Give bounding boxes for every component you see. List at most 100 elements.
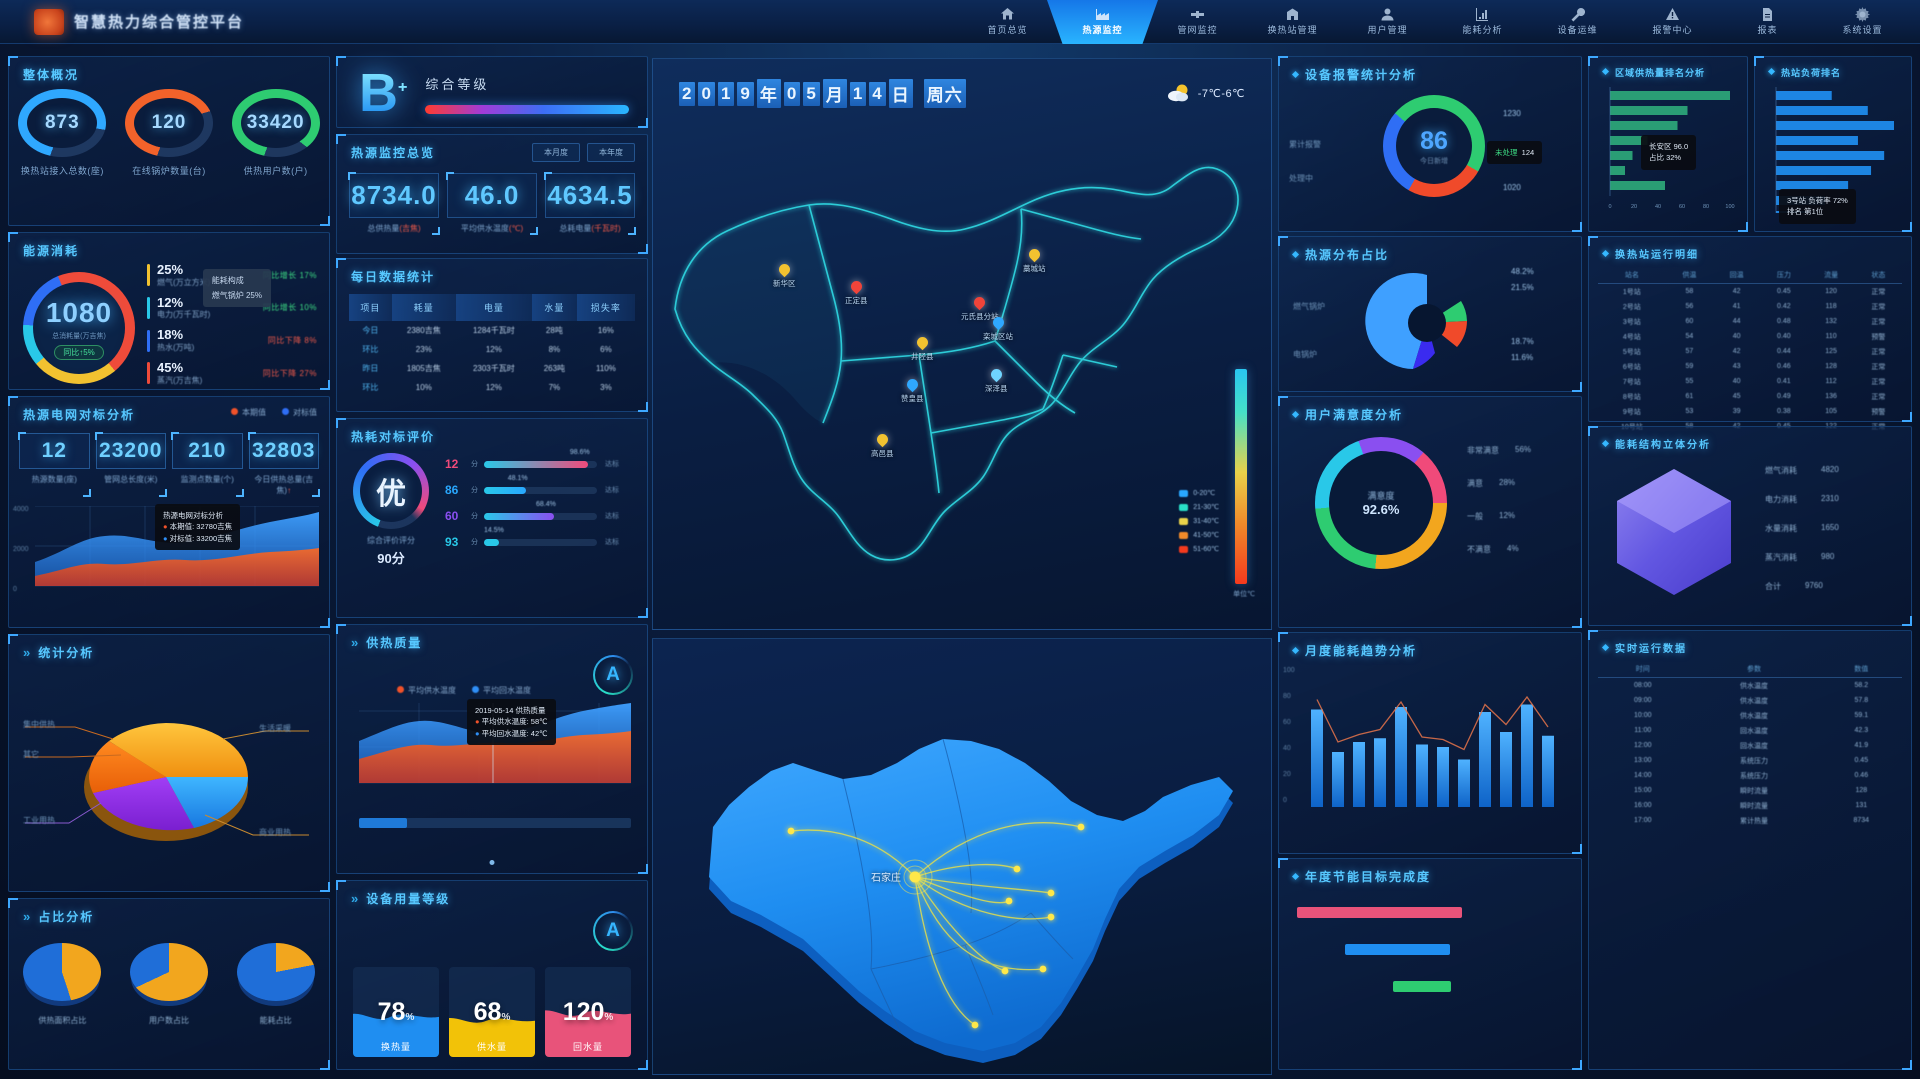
main-map-panel[interactable]: 2 0 1 9 年 0 5 月 1 4 日周六 -7℃-6℃ [652, 58, 1272, 630]
map-poi-2[interactable]: 井陉县 [911, 334, 934, 362]
wrench-icon [1571, 7, 1585, 22]
nav-item-8[interactable]: 报表 [1720, 0, 1815, 44]
table-cell: 7号站 [1622, 378, 1641, 386]
monthly-chart-wrap: 100 80 60 40 20 0 [1283, 667, 1571, 828]
supply-scrollbar-thumb[interactable] [359, 818, 407, 828]
score-bar-row-3: 93 分 14.5% 达标 [445, 527, 633, 550]
scale-legend-item-3: 41-50℃ [1179, 531, 1219, 539]
table-row: 8号站 61 45 0.49 136 正常 [1598, 389, 1902, 404]
ytick-2: 0 [13, 586, 17, 593]
overview-metric-row: 8734.0 总供热量(吉焦) 46.0 平均供水温度(℃) 4634.5 总耗电量(千瓦… [337, 173, 647, 234]
hbar-xtick: 100 [1725, 204, 1734, 210]
nav-item-9[interactable]: 系统设置 [1815, 0, 1910, 44]
table-cell: 正常 [1871, 318, 1886, 326]
panel-title-monthly: 月度能耗趋势分析 [1279, 633, 1581, 659]
pie3d-leader-2: 集中供热 [23, 720, 55, 729]
score-bar-track: 48.1% [484, 475, 597, 494]
table-cell: 53 [1685, 408, 1694, 415]
goal-bar-1 [1345, 944, 1563, 955]
monthly-bar [1353, 742, 1365, 807]
map-poi-3[interactable]: 元氏县分站 [961, 294, 999, 322]
nav-item-6[interactable]: 设备运维 [1530, 0, 1625, 44]
goal-bar-0 [1297, 907, 1563, 918]
goal-bar-fill [1393, 981, 1451, 992]
nav-item-7[interactable]: 报警中心 [1625, 0, 1720, 44]
alarm-label-1: 处理中 [1289, 174, 1313, 183]
map-poi-5[interactable]: 藁城站 [1023, 246, 1046, 274]
table-cell: 9号站 [1622, 408, 1641, 416]
table-cell: 40 [1732, 333, 1741, 340]
overview-tab-0[interactable]: 本月度 [532, 143, 580, 162]
table-cell: 57.8 [1854, 697, 1869, 704]
monthly-bar [1374, 738, 1386, 807]
table-cell: 6% [600, 345, 612, 354]
map-poi-8[interactable]: 深泽县 [985, 366, 1008, 394]
supply-scrollbar[interactable] [359, 818, 631, 828]
date-weekday: 周六 [923, 79, 966, 108]
satisfaction-row-1: 满意 28% [1467, 478, 1531, 489]
hbar [1610, 91, 1730, 100]
legend-text: 18% 热水(万吨) [157, 328, 194, 353]
map-poi-1[interactable]: 正定县 [845, 278, 868, 306]
heat-label-1: 电锅炉 [1293, 350, 1317, 359]
map-poi-6[interactable]: 赞皇县 [901, 376, 924, 404]
date-char-9: 4 [869, 81, 886, 106]
col-1: 供温 [1665, 267, 1713, 284]
device-card-value: 78% [377, 997, 415, 1026]
table-header-row: 项目 耗量 电量 水量 损失率 [349, 294, 635, 321]
flow-map-center-label: 石家庄 [871, 873, 901, 884]
nav-item-label: 报表 [1757, 25, 1778, 35]
scale-legend-item-0: 0-20℃ [1179, 489, 1219, 497]
score-bar-track: 68.4% [484, 501, 597, 520]
legend-text: 45% 蒸汽(万吉焦) [157, 361, 202, 386]
map-poi-4[interactable]: 栾城区站 [983, 314, 1013, 342]
energy-legend-list: 25% 燃气(万立方米) 同比增长 17% 12% 电力(万千瓦时) 同比增长 10% 18… [135, 263, 317, 394]
network-stat-3: 32803 今日供热总量(吉焦)↑ [248, 433, 319, 496]
map-poi-7[interactable]: 高邑县 [871, 431, 894, 459]
home-icon [1001, 8, 1014, 20]
supply-chart-tooltip: 2019-05-14 供热质量 ● 平均供水温度: 58℃ ● 平均回水温度: … [467, 699, 556, 745]
hex-row-value: 1650 [1821, 523, 1839, 532]
table-cell: 正常 [1871, 303, 1886, 311]
table-cell: 0.42 [1777, 303, 1791, 310]
nav-item-3[interactable]: 换热站管理 [1245, 0, 1340, 44]
legend-color-bar [147, 329, 150, 352]
table-cell: 131 [1855, 802, 1868, 809]
nav-item-5[interactable]: 能耗分析 [1435, 0, 1530, 44]
energy-tooltip-row: 燃气锅炉 25% [211, 291, 262, 300]
monthly-bar [1521, 704, 1533, 807]
alarm-value-1: 1020 [1503, 183, 1521, 192]
nav-item-4[interactable]: 用户管理 [1340, 0, 1435, 44]
panel-score: 热耗对标评价 优 综合评价评分 90分 12 分 98.6% 达标 86 分 48.1% 达标… [336, 418, 648, 618]
score-bar-unit: 分 [471, 513, 478, 520]
map-poi-0[interactable]: 新华区 [773, 261, 796, 289]
device-card-2: 120% 回水量 [545, 967, 631, 1057]
score-flex: 优 综合评价评分 90分 12 分 98.6% 达标 86 分 48.1% 达标 60 分 68.4… [337, 445, 647, 567]
gauge-ring: 120 [124, 89, 213, 157]
table-cell: 59.1 [1854, 712, 1869, 719]
hbar-xtick: 40 [1655, 204, 1661, 210]
score-bar-row-2: 60 分 68.4% 达标 [445, 501, 633, 524]
flow-map-panel[interactable]: 石家庄 [652, 638, 1272, 1075]
table-cell: 1284千瓦时 [472, 326, 515, 335]
nav-item-1[interactable]: 热源监控 [1055, 0, 1150, 44]
legend-dot [231, 408, 238, 415]
map-poi-label: 井陉县 [911, 352, 934, 361]
supply-carousel-dot[interactable] [489, 860, 495, 865]
minipies-row: 供热面积占比 用户数占比 能耗占比 [9, 943, 329, 1026]
table-cell: 132 [1825, 318, 1837, 325]
score-bar-number: 86 [445, 483, 459, 497]
alarm-tooltip-val: 124 [1521, 148, 1535, 157]
score-bar-tag: 48.1% [507, 474, 528, 482]
station-load-tooltip: 3号站 负荷率 72% 排名 第1位 [1779, 189, 1856, 224]
nav-item-2[interactable]: 管网监控 [1150, 0, 1245, 44]
hex-row-label: 电力消耗 [1765, 495, 1797, 504]
nav-item-0[interactable]: 首页总览 [960, 0, 1055, 44]
heat-value-3: 11.6% [1511, 353, 1534, 362]
table-cell: 58.2 [1854, 682, 1869, 689]
table-row: 7号站 55 40 0.41 112 正常 [1598, 374, 1902, 389]
overview-tab-1[interactable]: 本年度 [587, 143, 635, 162]
network-tooltip-row-1: 对标值: 33200吉焦 [169, 533, 233, 543]
table-row: 4号站 54 40 0.40 110 预警 [1598, 329, 1902, 344]
